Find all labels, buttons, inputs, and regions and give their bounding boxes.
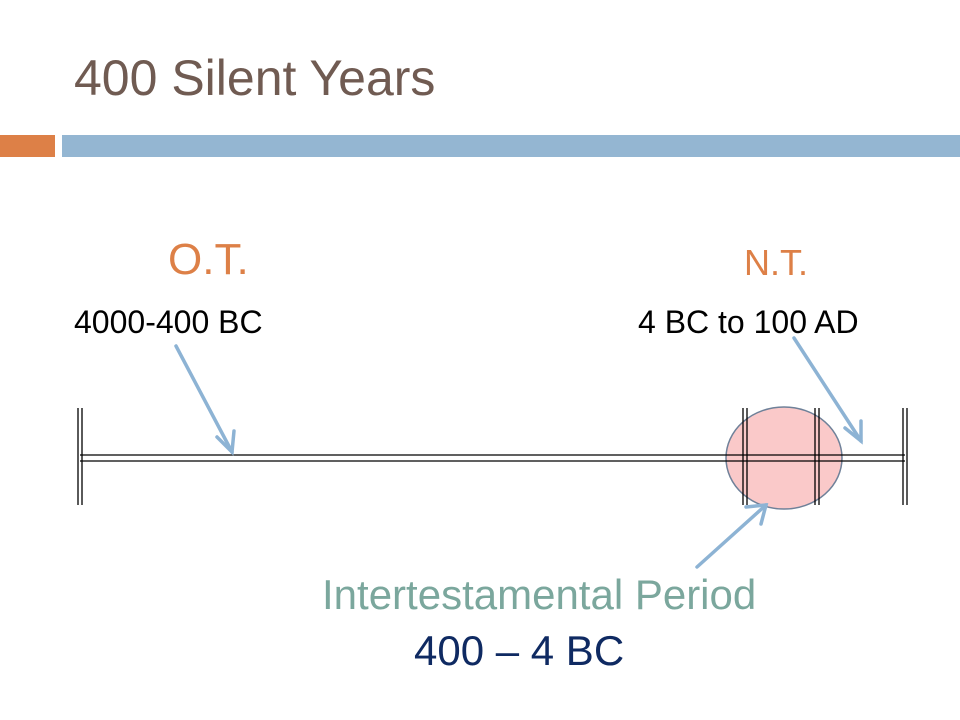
title-accent-bar	[0, 135, 55, 157]
nt-arrow	[792, 336, 863, 445]
timeline-period-end-tick	[814, 408, 820, 505]
title-rule	[62, 135, 960, 157]
timeline-start-tick	[77, 408, 83, 505]
intertestamental-period-label: Intertestamental Period	[322, 571, 757, 618]
intertestamental-period-range: 400 – 4 BC	[414, 627, 625, 674]
slide-title: 400 Silent Years	[74, 50, 436, 106]
new-testament-range: 4 BC to 100 AD	[638, 304, 859, 340]
timeline-end-tick	[902, 408, 908, 505]
intertestamental-highlight	[725, 406, 843, 510]
new-testament-label: N.T.	[744, 242, 809, 283]
old-testament-range: 4000-400 BC	[74, 304, 263, 340]
old-testament-label: O.T.	[168, 235, 249, 284]
ot-arrow	[174, 344, 236, 456]
timeline-period-start-tick	[742, 408, 748, 505]
timeline-axis	[80, 454, 905, 462]
period-arrow	[695, 503, 769, 569]
